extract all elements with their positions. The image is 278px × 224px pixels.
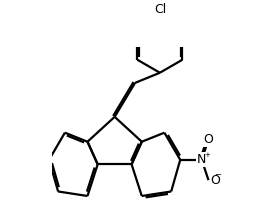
Text: O: O [203,133,214,146]
Text: −: − [214,170,221,179]
Text: N: N [197,153,206,166]
Text: Cl: Cl [154,2,166,15]
Text: +: + [204,152,210,158]
Text: O: O [211,174,220,187]
